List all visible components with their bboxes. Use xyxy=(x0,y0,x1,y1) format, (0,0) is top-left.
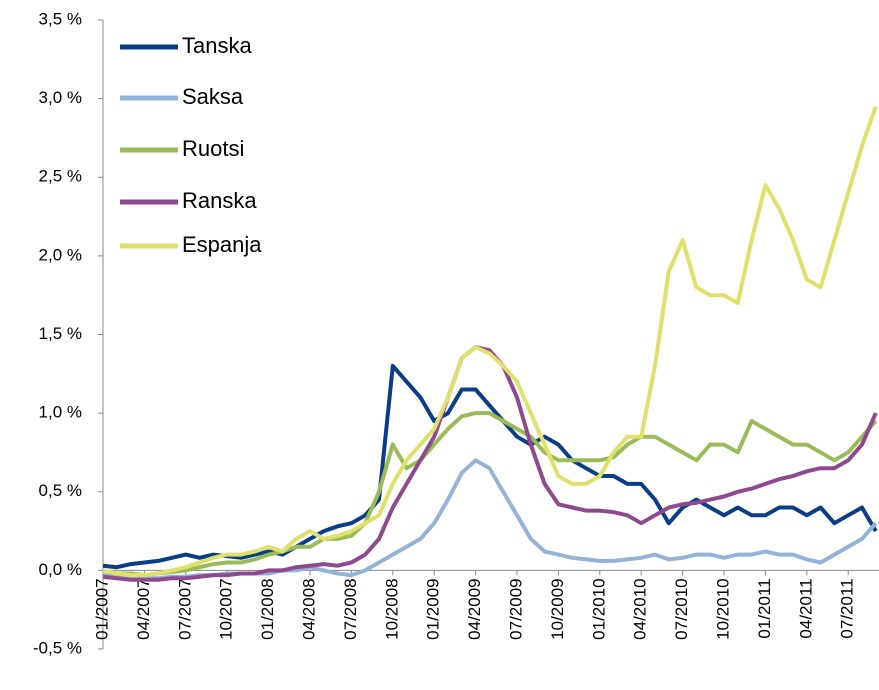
line-series xyxy=(102,345,878,582)
x-tick-label: 07/2007 xyxy=(175,578,194,639)
legend-label: Tanska xyxy=(182,33,252,58)
x-tick-label: 07/2008 xyxy=(341,578,360,639)
x-tick-label: 01/2008 xyxy=(258,578,277,639)
legend-label: Ruotsi xyxy=(182,136,244,161)
y-tick-label: 1,0 % xyxy=(39,403,82,422)
line-series xyxy=(102,411,878,578)
y-tick-label: 0,0 % xyxy=(39,560,82,579)
line-series xyxy=(102,363,878,570)
y-tick-label: 3,5 % xyxy=(39,9,82,28)
line-series xyxy=(102,458,878,581)
legend-label: Saksa xyxy=(182,84,244,109)
x-tick-label: 01/2010 xyxy=(589,578,608,639)
y-tick-label: 3,0 % xyxy=(39,88,82,107)
x-tick-label: 10/2010 xyxy=(713,578,732,639)
x-tick-label: 04/2011 xyxy=(796,578,815,638)
y-tick-label: 2,5 % xyxy=(39,167,82,186)
x-tick-label: 01/2009 xyxy=(424,578,443,639)
x-tick-label: 04/2007 xyxy=(134,578,153,639)
x-tick-label: 01/2007 xyxy=(92,578,111,639)
x-tick-label: 07/2009 xyxy=(506,578,525,639)
x-tick-label: 10/2008 xyxy=(382,578,401,639)
x-tick-label: 04/2009 xyxy=(465,578,484,639)
y-tick-label: 2,0 % xyxy=(39,245,82,264)
x-tick-label: 10/2007 xyxy=(217,578,236,639)
legend-label: Espanja xyxy=(182,232,262,257)
x-tick-label: 04/2010 xyxy=(631,578,650,639)
y-tick-label: 0,5 % xyxy=(39,481,82,500)
legend-label: Ranska xyxy=(182,188,257,213)
x-tick-label: 04/2008 xyxy=(299,578,318,639)
x-tick-label: 01/2011 xyxy=(755,578,774,638)
line-series xyxy=(102,105,878,578)
x-tick-label: 10/2009 xyxy=(548,578,567,639)
x-tick-label: 07/2010 xyxy=(672,578,691,639)
y-tick-label: 1,5 % xyxy=(39,324,82,343)
x-tick-label: 07/2011 xyxy=(838,578,857,638)
y-tick-label: -0,5 % xyxy=(33,638,82,657)
